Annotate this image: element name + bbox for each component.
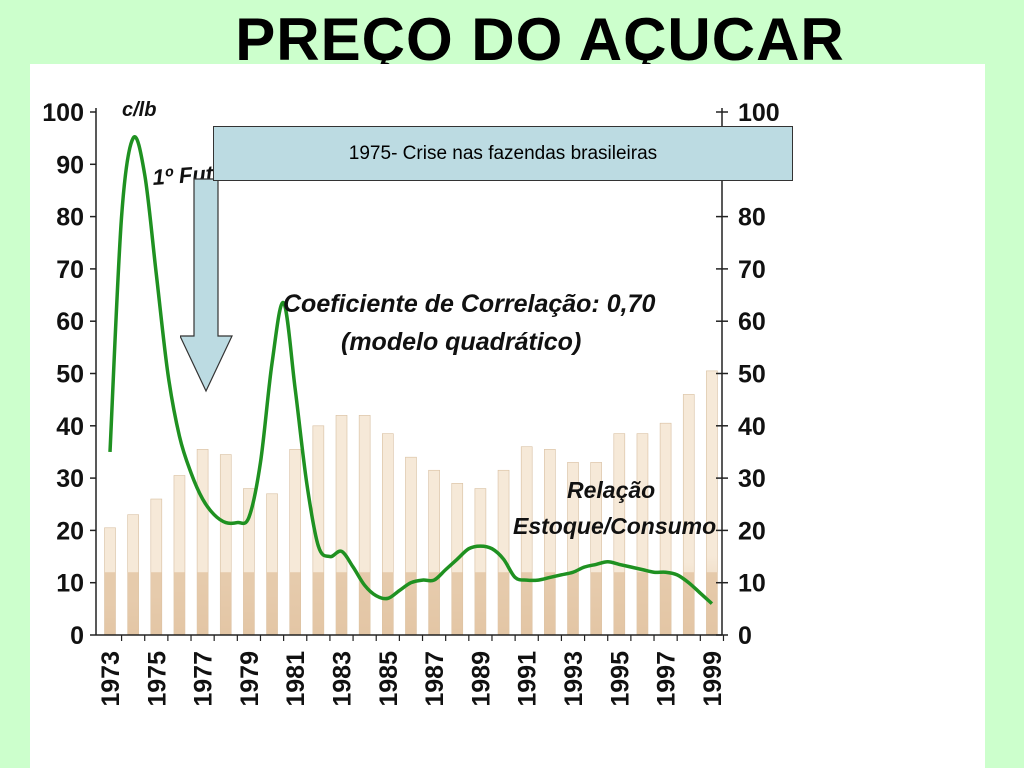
bar-base-1984	[359, 572, 371, 635]
bar-base-1976	[173, 572, 185, 635]
bar-base-1988	[451, 572, 463, 635]
bar-base-1980	[266, 572, 278, 635]
slide-title: PREÇO DO AÇUCAR	[235, 6, 845, 73]
bar-base-1979	[243, 572, 255, 635]
left-tick-label: 10	[56, 570, 84, 598]
right-tick-label: 80	[738, 204, 766, 232]
left-tick-label: 50	[56, 361, 84, 389]
bar-base-1985	[382, 572, 394, 635]
right-tick-label: 10	[738, 570, 766, 598]
left-tick-label: 20	[56, 517, 84, 545]
y-axis-unit-label: c/lb	[122, 99, 156, 121]
x-tick-label: 1991	[514, 651, 542, 707]
annotation-correlation: Coeficiente de Correlação: 0,70	[283, 290, 655, 318]
bar-base-1977	[197, 572, 209, 635]
bar-base-1983	[336, 572, 347, 635]
x-tick-label: 1987	[421, 651, 449, 707]
bar-base-1986	[405, 572, 417, 635]
bar-base-1974	[127, 572, 139, 635]
bar-base-1990	[498, 572, 510, 635]
left-tick-label: 60	[56, 308, 84, 336]
x-tick-label: 1989	[467, 651, 495, 707]
right-tick-label: 50	[738, 361, 766, 389]
right-tick-label: 0	[738, 622, 752, 650]
down-arrow-icon	[180, 178, 233, 393]
bar-base-1993	[567, 572, 579, 635]
right-tick-label: 20	[738, 517, 766, 545]
bar-base-1991	[521, 572, 533, 635]
bar-base-1989	[474, 572, 486, 635]
bar-base-1995	[613, 572, 625, 635]
bar-base-1992	[544, 572, 556, 635]
left-tick-label: 70	[56, 256, 84, 284]
x-tick-label: 1975	[143, 651, 171, 707]
x-tick-label: 1973	[97, 651, 125, 707]
x-tick-label: 1983	[329, 651, 357, 707]
bar-base-1978	[220, 572, 232, 635]
bar-base-1994	[590, 572, 602, 635]
callout-text: 1975- Crise nas fazendas brasileiras	[348, 142, 658, 164]
bar-base-1975	[150, 572, 162, 635]
x-tick-label: 1981	[282, 651, 310, 707]
annotation-estoque-consumo: Estoque/Consumo	[513, 513, 716, 539]
right-tick-label: 30	[738, 465, 766, 493]
x-tick-label: 1985	[375, 651, 403, 707]
bar-base-1973	[104, 572, 116, 635]
bar-base-1987	[428, 572, 440, 635]
x-tick-label: 1995	[606, 651, 634, 707]
x-tick-label: 1977	[190, 651, 218, 707]
bar-base-1996	[636, 572, 648, 635]
x-tick-label: 1999	[699, 651, 727, 707]
right-tick-label: 100	[738, 99, 780, 127]
price-line	[108, 135, 714, 605]
left-tick-label: 0	[70, 622, 84, 650]
left-tick-label: 100	[42, 99, 84, 127]
callout-box: 1975- Crise nas fazendas brasileiras	[213, 126, 793, 181]
bar-base-1981	[289, 572, 301, 635]
annotation-model: (modelo quadrático)	[341, 328, 581, 356]
x-tick-label: 1993	[560, 651, 588, 707]
left-tick-label: 40	[56, 413, 84, 441]
right-tick-label: 70	[738, 256, 766, 284]
left-tick-label: 90	[56, 151, 84, 179]
left-tick-label: 30	[56, 465, 84, 493]
sugar-price-chart: 0 10 20 30 40 50 60 70 80 90 100 0 10 20 30 40 50 60 70 80 1…	[42, 99, 780, 707]
right-tick-label: 60	[738, 308, 766, 336]
left-tick-label: 80	[56, 204, 84, 232]
x-tick-label: 1997	[653, 651, 681, 707]
bar-base-1998	[683, 572, 695, 635]
chart-panel: 0 10 20 30 40 50 60 70 80 90 100 0 10 20 30 40 50 60 70 80 1…	[30, 64, 985, 768]
right-tick-label: 40	[738, 413, 766, 441]
bar-base-1997	[660, 572, 672, 635]
bar-base-1982	[312, 572, 324, 635]
annotation-relacao: Relação	[567, 477, 655, 503]
x-tick-label: 1979	[236, 651, 264, 707]
